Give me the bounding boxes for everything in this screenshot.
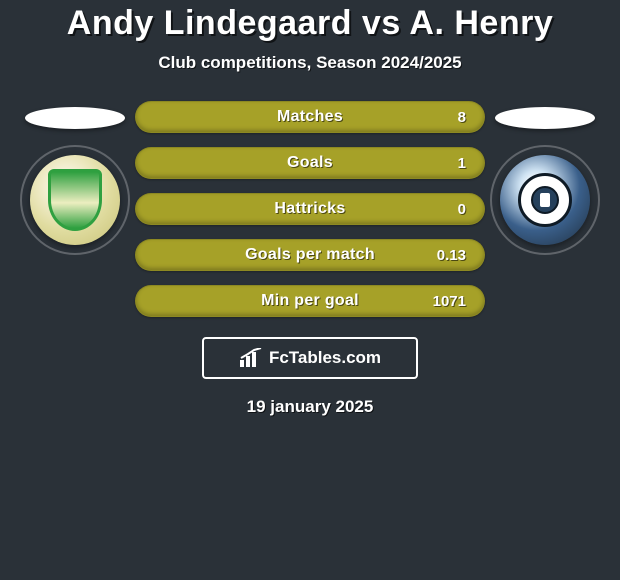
stat-bar: Goals 1 — [135, 147, 485, 179]
comparison-row: Matches 8 Goals 1 Hattricks 0 Goals per … — [0, 99, 620, 317]
stat-value: 1 — [458, 155, 466, 172]
right-player-oval — [495, 107, 595, 129]
stat-value: 0 — [458, 201, 466, 218]
stat-bar: Matches 8 — [135, 101, 485, 133]
subtitle: Club competitions, Season 2024/2025 — [0, 53, 620, 73]
date-text: 19 january 2025 — [0, 397, 620, 417]
shield-icon — [518, 173, 572, 227]
stat-bar: Goals per match 0.13 — [135, 239, 485, 271]
stat-bar: Hattricks 0 — [135, 193, 485, 225]
bar-chart-icon — [239, 348, 263, 368]
left-player-col — [15, 99, 135, 245]
stat-label: Goals — [287, 154, 333, 172]
page-title: Andy Lindegaard vs A. Henry — [0, 4, 620, 43]
right-player-col — [485, 99, 605, 245]
stat-value: 0.13 — [437, 247, 466, 264]
stat-label: Min per goal — [261, 292, 359, 310]
stats-bars: Matches 8 Goals 1 Hattricks 0 Goals per … — [135, 99, 485, 317]
brand-text: FcTables.com — [269, 348, 381, 368]
left-club-badge — [30, 155, 120, 245]
brand-box[interactable]: FcTables.com — [202, 337, 418, 379]
right-club-badge — [500, 155, 590, 245]
stat-bar: Min per goal 1071 — [135, 285, 485, 317]
stat-value: 8 — [458, 109, 466, 126]
stat-label: Goals per match — [245, 246, 375, 264]
stat-label: Matches — [277, 108, 343, 126]
left-player-oval — [25, 107, 125, 129]
stat-value: 1071 — [433, 293, 466, 310]
stat-label: Hattricks — [274, 200, 345, 218]
root: Andy Lindegaard vs A. Henry Club competi… — [0, 0, 620, 417]
shield-icon — [48, 169, 102, 231]
